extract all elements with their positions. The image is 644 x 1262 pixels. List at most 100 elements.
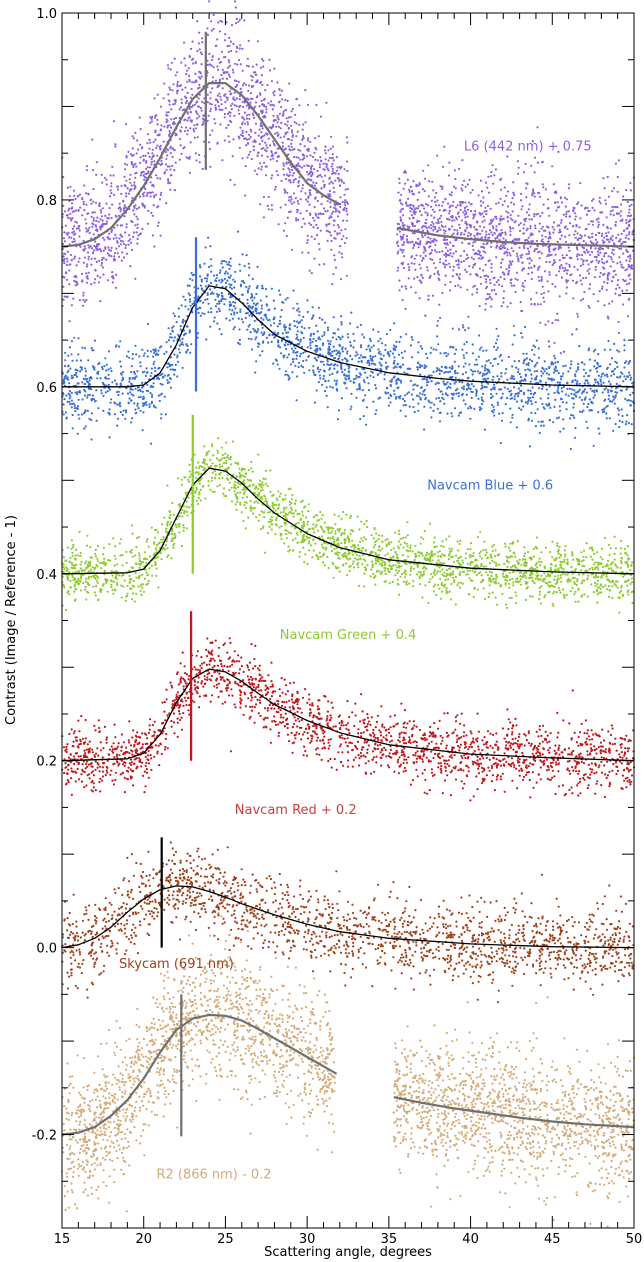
data-point [540, 374, 543, 377]
data-point [209, 97, 212, 100]
data-point [62, 285, 65, 288]
data-point [191, 274, 194, 277]
data-point [81, 398, 84, 401]
data-point [443, 402, 446, 405]
data-point [403, 371, 406, 374]
data-point [491, 219, 494, 223]
data-point [279, 346, 282, 349]
data-point [207, 302, 210, 305]
data-point [559, 409, 562, 412]
data-point [92, 223, 95, 226]
data-point [402, 225, 405, 228]
data-point [263, 97, 266, 100]
data-point [610, 357, 614, 360]
data-point [482, 215, 485, 218]
data-point [431, 294, 435, 297]
data-point [165, 341, 168, 344]
data-point [142, 411, 145, 414]
data-point [74, 410, 77, 413]
data-point [607, 255, 610, 258]
data-point [457, 258, 460, 261]
data-point [488, 236, 491, 239]
data-point [441, 393, 444, 396]
data-point [384, 348, 387, 351]
data-point [153, 245, 156, 248]
data-point [244, 316, 247, 320]
data-point [452, 346, 455, 349]
data-point [501, 412, 504, 415]
data-point [69, 217, 72, 220]
data-point [108, 195, 112, 198]
data-point [419, 345, 422, 348]
data-point [628, 233, 631, 236]
data-point [483, 385, 486, 389]
data-point [194, 152, 197, 155]
data-point [431, 220, 434, 224]
data-point [303, 145, 306, 148]
data-point [352, 378, 356, 381]
data-point [345, 201, 349, 204]
data-point [173, 57, 176, 60]
data-point [457, 260, 460, 263]
data-point [90, 283, 93, 286]
data-point [544, 235, 547, 238]
data-point [97, 220, 100, 223]
data-point [315, 182, 318, 185]
data-point [211, 55, 214, 58]
data-point [105, 220, 108, 223]
data-point [233, 91, 236, 94]
data-point [146, 192, 149, 195]
data-point [328, 363, 332, 366]
data-point [81, 381, 84, 384]
data-point [346, 359, 349, 362]
data-point [331, 283, 334, 286]
data-point [456, 232, 459, 235]
data-point [593, 394, 596, 397]
data-point [366, 361, 369, 364]
data-point [517, 370, 520, 374]
data-point [331, 170, 334, 173]
data-point [287, 179, 290, 182]
data-point [399, 409, 402, 412]
data-point [166, 124, 169, 127]
data-point [87, 258, 90, 261]
data-point [490, 396, 493, 399]
data-point [447, 371, 450, 374]
data-point [580, 283, 584, 286]
data-point [245, 64, 248, 67]
data-point [180, 61, 183, 64]
data-point [530, 419, 534, 422]
data-point [223, 39, 227, 42]
data-point [104, 214, 107, 217]
data-point [558, 405, 561, 408]
data-point [309, 341, 312, 344]
data-point [625, 420, 628, 423]
data-point [210, 307, 213, 310]
data-point [555, 274, 558, 277]
data-point [267, 208, 270, 211]
data-point [184, 305, 187, 308]
data-point [601, 232, 604, 235]
data-point [234, 6, 237, 9]
data-point [412, 246, 415, 250]
data-point [416, 276, 419, 279]
data-point [264, 149, 267, 152]
data-point [517, 166, 520, 169]
data-point [73, 240, 76, 243]
data-point [115, 273, 118, 276]
data-point [608, 240, 611, 244]
data-point [573, 233, 576, 236]
data-point [487, 359, 490, 362]
data-point [231, 309, 234, 312]
data-point [401, 221, 404, 224]
data-point [77, 353, 80, 356]
data-point [500, 285, 504, 288]
data-point [139, 232, 142, 235]
data-point [307, 355, 310, 358]
data-point [603, 187, 606, 190]
data-point [172, 103, 175, 106]
data-point [463, 209, 466, 212]
data-point [227, 59, 230, 62]
data-point [317, 306, 321, 309]
data-point [518, 407, 521, 410]
